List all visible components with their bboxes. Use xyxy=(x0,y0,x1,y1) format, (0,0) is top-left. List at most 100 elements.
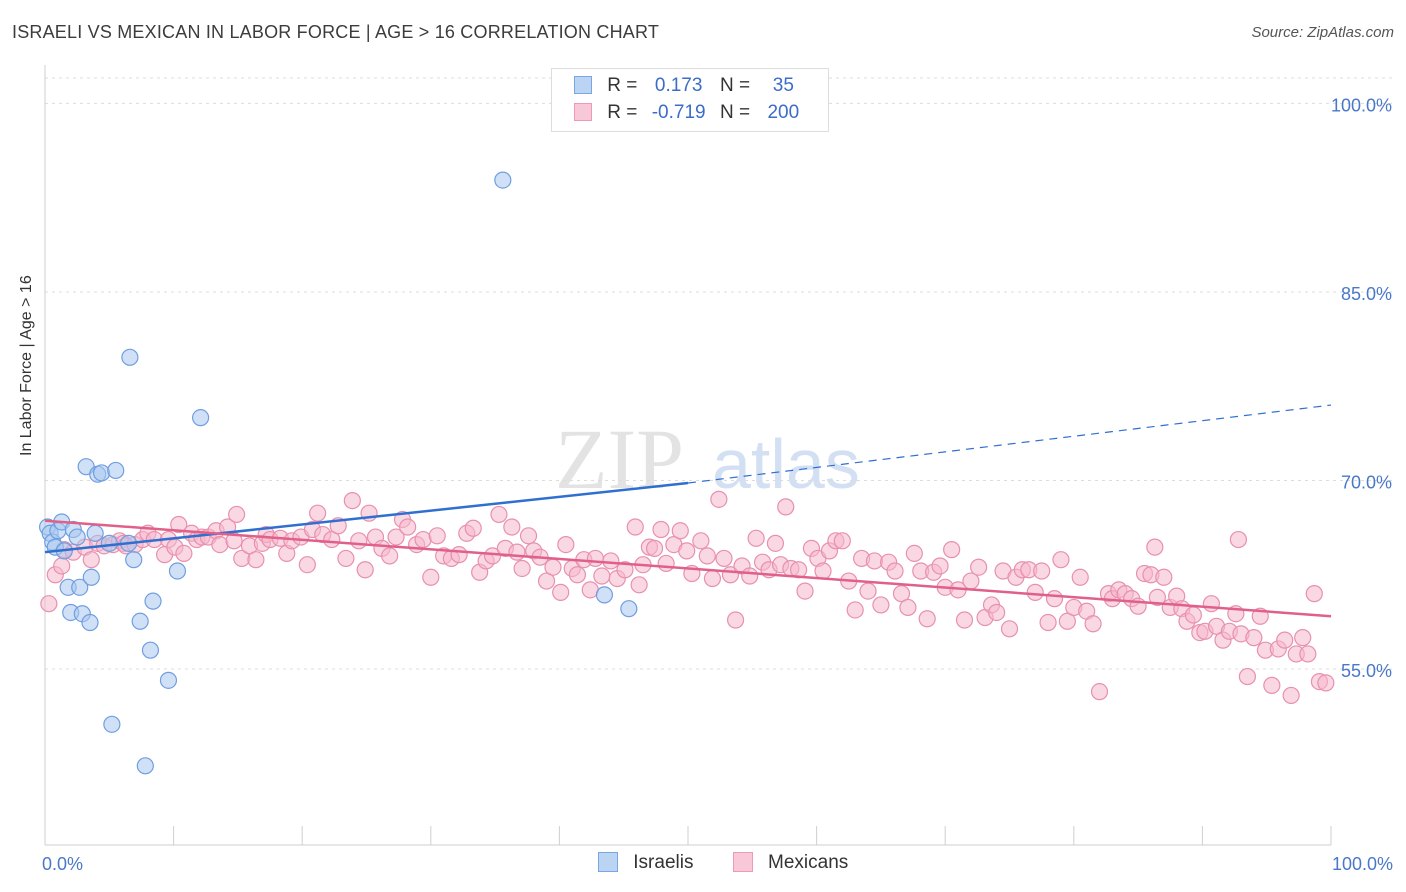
legend-item-mexicans: Mexicans xyxy=(732,852,849,874)
x-tick-labels: 0.0% 100.0% xyxy=(42,854,1393,874)
mexicans-point xyxy=(387,528,405,546)
stats-legend: R = 0.173 N = 35 R = -0.719 N = 200 xyxy=(551,68,829,132)
mexicans-point xyxy=(450,546,468,564)
mexicans-point xyxy=(323,530,341,549)
mexicans-point xyxy=(1229,530,1248,549)
r-value-mexicans: -0.719 xyxy=(651,102,706,123)
mexicans-point xyxy=(414,530,432,549)
mexicans-point xyxy=(211,535,229,554)
r-label: R = xyxy=(607,102,638,123)
mexicans-point xyxy=(422,568,440,586)
mexicans-point xyxy=(872,596,890,614)
israelis-swatch xyxy=(598,852,618,872)
trend-line-mexicans xyxy=(44,519,1332,618)
mexicans-point xyxy=(657,554,675,573)
israelis-point xyxy=(100,534,118,552)
mexicans-point xyxy=(309,504,327,522)
trend-line-israelis xyxy=(44,481,689,554)
mexicans-point xyxy=(337,549,355,568)
chart-title: ISRAELI VS MEXICAN IN LABOR FORCE | AGE … xyxy=(12,22,660,42)
israelis-point xyxy=(68,528,86,546)
mexicans-point xyxy=(766,534,785,552)
mexicans-point xyxy=(1084,615,1102,633)
mexicans-point xyxy=(552,583,570,601)
mexicans-point xyxy=(503,518,521,536)
mexicans-point xyxy=(1276,631,1294,649)
legend-label-mexicans: Mexicans xyxy=(768,852,849,873)
mexicans-point xyxy=(399,518,417,536)
mexicans-point xyxy=(1148,588,1166,606)
y-tick-label: 100.0% xyxy=(1331,95,1392,115)
mexicans-point xyxy=(513,559,531,578)
n-label: N = xyxy=(719,102,751,123)
israelis-point xyxy=(131,612,149,630)
mexicans-point xyxy=(899,598,917,617)
mexicans-point xyxy=(859,582,877,600)
mexicans-point xyxy=(886,562,904,580)
mexicans-point xyxy=(652,520,670,539)
mexicans-point xyxy=(955,611,974,629)
israelis-swatch xyxy=(574,76,592,94)
mexicans-point xyxy=(988,603,1006,622)
israelis-point xyxy=(81,613,99,632)
legend-row-israelis: R = 0.173 N = 35 xyxy=(574,75,811,99)
israelis-point xyxy=(103,715,121,733)
x-tick-label: 100.0% xyxy=(1332,854,1393,874)
mexicans-point xyxy=(726,611,745,629)
trend-lines xyxy=(44,404,1332,618)
mexicans-point xyxy=(1000,620,1019,638)
mexicans-point xyxy=(692,532,710,550)
mexicans-point xyxy=(170,515,188,534)
mexicans-point xyxy=(943,541,961,559)
mexicans-point xyxy=(1238,667,1257,686)
mexicans-swatch xyxy=(732,852,753,872)
mexicans-point xyxy=(671,522,689,540)
y-tick-label: 85.0% xyxy=(1341,284,1392,304)
mexicans-point xyxy=(40,595,58,613)
mexicans-point xyxy=(1299,645,1317,663)
israelis-point xyxy=(82,568,100,586)
mexicans-point xyxy=(905,544,923,562)
israelis-point xyxy=(620,600,638,618)
israelis-point xyxy=(92,464,111,482)
mexicans-point xyxy=(678,542,696,560)
mexicans-point xyxy=(1146,538,1164,556)
n-value-israelis: 35 xyxy=(772,75,794,96)
israelis-point xyxy=(595,586,614,604)
mexicans-point xyxy=(698,547,716,565)
israelis-point xyxy=(159,671,178,689)
r-label: R = xyxy=(607,75,638,96)
mexicans-point xyxy=(1039,613,1057,632)
watermark-zip: ZIP xyxy=(555,411,684,507)
mexicans-point xyxy=(428,527,446,545)
mexicans-point xyxy=(1263,676,1281,694)
mexicans-point xyxy=(865,552,884,570)
mexicans-point xyxy=(814,562,832,580)
mexicans-point xyxy=(970,558,988,576)
mexicans-point xyxy=(1294,629,1312,647)
israelis-point xyxy=(144,592,162,610)
y-tick-labels: 100.0% 85.0% 70.0% 55.0% xyxy=(1331,95,1392,681)
trend-extension-israelis xyxy=(687,404,1332,484)
israelis-point xyxy=(121,348,139,366)
israelis-point xyxy=(136,757,154,775)
mexicans-point xyxy=(833,532,851,550)
mexicans-point xyxy=(645,539,664,557)
mexicans-point xyxy=(1033,562,1051,580)
mexicans-point xyxy=(602,552,620,570)
israelis-point xyxy=(141,641,160,659)
mexicans-point xyxy=(1155,568,1173,586)
mexicans-point xyxy=(228,505,246,524)
mexicans-point xyxy=(747,529,765,547)
mexicans-point xyxy=(175,544,193,562)
mexicans-point xyxy=(1045,590,1064,608)
series-mexicans xyxy=(40,490,1335,705)
mexicans-point xyxy=(537,572,556,590)
israelis-point xyxy=(107,461,125,480)
mexicans-point xyxy=(544,558,562,576)
mexicans-point xyxy=(630,576,648,594)
mexicans-swatch xyxy=(574,103,592,121)
mexicans-point xyxy=(343,492,361,510)
mexicans-point xyxy=(846,601,864,619)
